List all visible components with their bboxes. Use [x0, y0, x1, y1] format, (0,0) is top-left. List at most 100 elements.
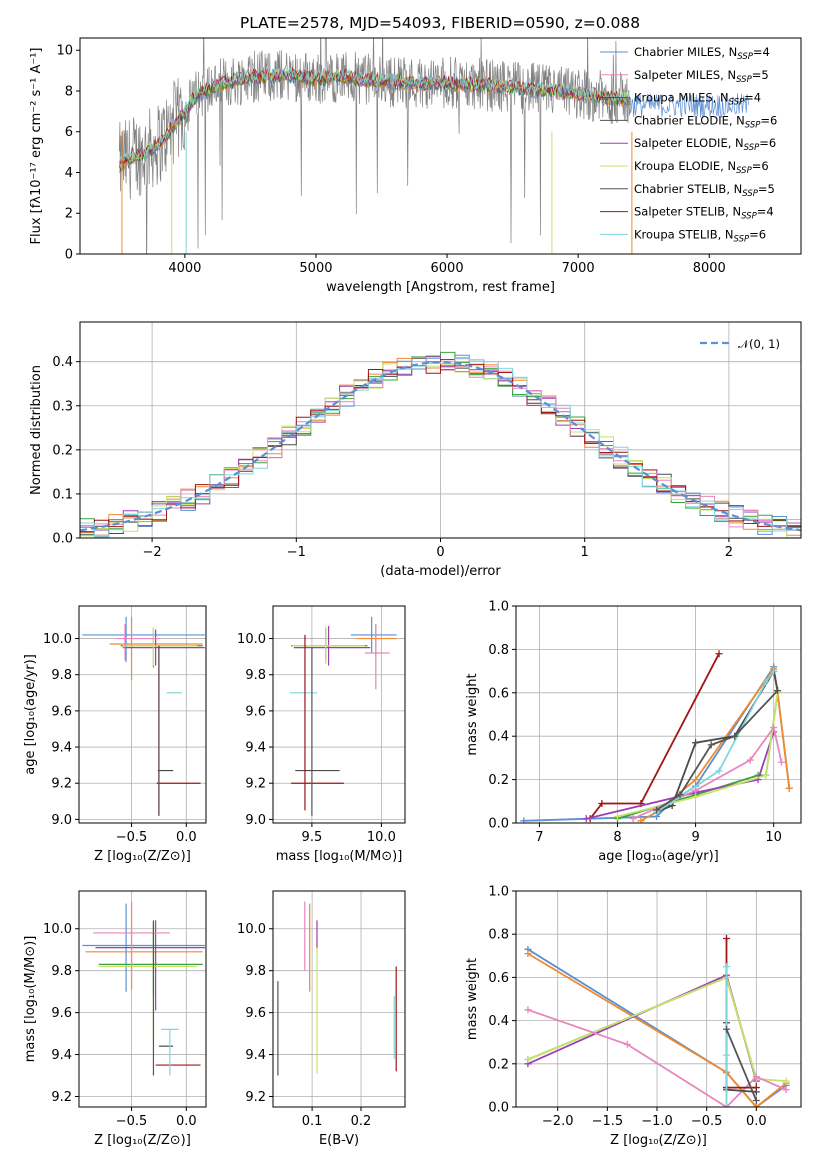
axes-frame — [272, 890, 406, 1108]
series-line — [589, 653, 720, 820]
x-tick-label: 9 — [691, 830, 699, 845]
series-marker — [676, 791, 684, 799]
series-marker — [723, 1051, 731, 1059]
legend-entry: Kroupa ELODIE, NSSP=6 — [634, 159, 769, 176]
y-tick-label: 9.0 — [245, 813, 266, 828]
series-line — [527, 1008, 787, 1107]
y-tick-label: 9.2 — [51, 1090, 72, 1105]
legend-sub: SSP — [729, 98, 745, 108]
age-vs-mass-panel: 9.5 10.0 9.0 9.2 9.4 9.6 9.8 10.0 mass [log₁₀(M/… — [237, 605, 406, 864]
legend-sub: SSP — [742, 189, 758, 199]
series-marker — [752, 1103, 760, 1107]
series-marker — [782, 1086, 790, 1094]
legend-text: Kroupa ELODIE, N — [634, 159, 736, 173]
x-tick-label: 9.5 — [302, 830, 323, 845]
y-tick-label: 1.0 — [488, 600, 509, 615]
series-marker — [752, 1097, 760, 1105]
y-tick-label: 0.3 — [52, 399, 73, 414]
series-marker — [762, 771, 770, 779]
legend-tail: =4 — [753, 45, 770, 59]
legend-entry: Salpeter STELIB, NSSP=4 — [634, 205, 774, 222]
x-tick-label: 0.2 — [351, 1114, 372, 1129]
legend-sub: SSP — [744, 143, 760, 153]
x-tick-label: 6000 — [431, 261, 464, 276]
series-marker — [692, 776, 700, 784]
series-line — [640, 666, 791, 822]
x-tick-label: 5000 — [299, 261, 332, 276]
y-tick-label: 10 — [56, 44, 73, 59]
histogram-ch_elodie — [80, 351, 801, 530]
age-vs-z-panel: −0.5 0.0 9.0 9.2 9.4 9.6 9.8 10.0 Z [log₁₀(Z/Z⊙)… — [23, 605, 207, 864]
legend-text: Chabrier MILES, N — [634, 45, 737, 59]
y-tick-label: 1.0 — [488, 885, 509, 900]
axes-frame — [79, 37, 802, 255]
plot-area — [118, 38, 749, 254]
series-marker — [715, 650, 723, 658]
legend-text: Salpeter ELODIE, N — [634, 136, 744, 150]
x-tick-label: −0.5 — [116, 1114, 148, 1129]
legend-entry: Kroupa STELIB, NSSP=6 — [634, 227, 766, 244]
series-marker — [782, 1077, 790, 1085]
legend-tail: =6 — [760, 113, 777, 127]
series-marker — [524, 1055, 532, 1063]
series-marker — [637, 817, 645, 823]
legend-entry: Kroupa MILES, NSSP=4 — [634, 91, 761, 108]
mass-weight-vs-z-panel: −2.0 −1.5 −1.0 −0.5 0.0 0.0 0.2 0.4 0.6 0.8 1.0 Z [… — [465, 885, 802, 1148]
legend-tail: =6 — [749, 227, 766, 241]
series-line — [523, 664, 791, 822]
x-tick-label: 8 — [613, 830, 621, 845]
y-axis-label: Normed distribution — [29, 365, 44, 495]
x-axis-label: Z [log₁₀(Z/Z⊙)] — [94, 849, 191, 864]
y-tick-label: 0.1 — [52, 487, 73, 502]
series-marker — [629, 815, 637, 823]
x-tick-label: −1.5 — [592, 1114, 624, 1129]
x-tick-label: 0.0 — [176, 1114, 197, 1129]
y-tick-label: 2 — [65, 207, 73, 222]
series-line — [725, 1028, 758, 1101]
x-tick-label: −2.0 — [542, 1114, 574, 1129]
y-tick-label: 9.2 — [245, 1090, 266, 1105]
y-axis-label: age [log₁₀(age/yr)] — [23, 654, 38, 775]
x-tick-label: 10.0 — [367, 830, 396, 845]
x-axis-label: E(B-V) — [319, 1133, 359, 1148]
series-marker — [582, 815, 590, 823]
observed-spectrum-tail — [630, 93, 749, 119]
legend-tail: =6 — [752, 159, 769, 173]
y-tick-label: 9.6 — [51, 1006, 72, 1021]
axes-frame — [515, 605, 802, 824]
y-tick-label: 10.0 — [43, 632, 72, 647]
y-tick-label: 9.6 — [245, 704, 266, 719]
y-tick-label: 9.4 — [245, 1048, 266, 1063]
observed-spectrum — [118, 38, 631, 254]
series-marker — [598, 799, 606, 807]
legend-entry: Chabrier ELODIE, NSSP=6 — [634, 113, 777, 130]
axes-frame — [515, 890, 802, 1108]
x-tick-label: 2 — [725, 545, 733, 560]
y-tick-label: 0.6 — [488, 686, 509, 701]
y-tick-label: 0.4 — [488, 1014, 509, 1029]
y-tick-label: 10.0 — [237, 632, 266, 647]
y-tick-label: 4 — [65, 166, 73, 181]
x-tick-label: −0.5 — [691, 1114, 723, 1129]
y-tick-label: 9.8 — [51, 964, 72, 979]
plot-area — [82, 901, 205, 1076]
legend-entry: Chabrier MILES, NSSP=4 — [634, 45, 770, 62]
legend-text: Salpeter STELIB, N — [634, 205, 741, 219]
mass-weight-vs-age-panel: 7 8 9 10 0.0 0.2 0.4 0.6 0.8 1.0 age [log₁₀(age/yr… — [465, 600, 802, 864]
series-marker — [524, 950, 532, 958]
y-tick-label: 0.4 — [488, 730, 509, 745]
plot-area — [80, 351, 801, 538]
spectrum-panel: 4000 5000 6000 7000 8000 0 2 4 6 8 10 wavelength [A… — [29, 37, 802, 295]
y-tick-label: 0 — [65, 248, 73, 263]
y-tick-label: 9.6 — [51, 704, 72, 719]
series-line — [527, 976, 787, 1082]
legend-entry: Salpeter MILES, NSSP=5 — [634, 68, 769, 85]
y-tick-label: 9.8 — [245, 668, 266, 683]
series-marker — [752, 1088, 760, 1096]
plot-area — [289, 616, 397, 816]
legend-text: Kroupa MILES, N — [634, 91, 729, 105]
normal-curve — [80, 360, 801, 532]
series-marker — [692, 739, 700, 747]
y-tick-label: 0.2 — [488, 1057, 509, 1072]
